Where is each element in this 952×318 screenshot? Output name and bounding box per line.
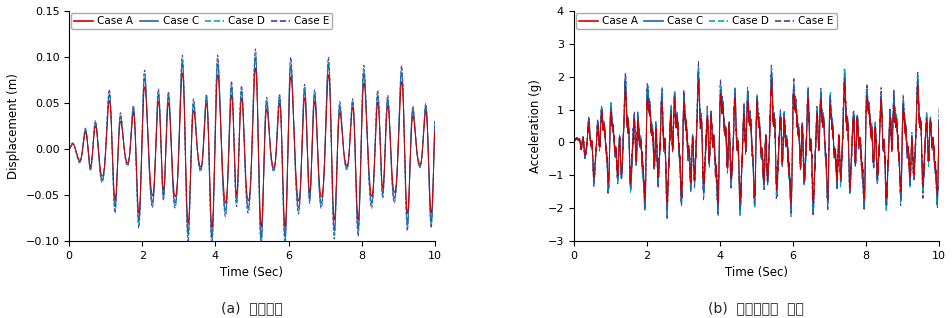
Case C (237, 104, 248, 108)
Case C (328, 224, 340, 228)
Case C (428, 124, 440, 128)
Case E (255, 245, 267, 249)
Text: (a)  변위응답: (a) 변위응답 (221, 301, 283, 315)
Case C (567, 141, 579, 144)
Case C (741, 101, 752, 105)
Case C (220, 208, 231, 212)
Case D (217, 180, 228, 184)
X-axis label: Time (Sec): Time (Sec) (724, 266, 787, 279)
Case C (721, 163, 732, 167)
Case E (692, 59, 704, 63)
Case C (255, 236, 267, 240)
Case A (567, 141, 579, 144)
Case D (255, 241, 267, 245)
Case E (724, 161, 735, 165)
Case A (428, 129, 440, 133)
Case A (922, 152, 933, 156)
Line: Case A: Case A (573, 80, 938, 204)
Case D (932, 119, 943, 123)
Case C (692, 70, 704, 73)
Line: Case D: Case D (573, 67, 938, 216)
Case E (328, 231, 340, 235)
Case A (206, 225, 217, 229)
Case E (418, 126, 429, 130)
Case E (64, 147, 75, 151)
Case C (922, 147, 933, 150)
Case A (711, 202, 723, 206)
Case A (249, 66, 261, 70)
Case E (217, 183, 228, 187)
Case D (328, 228, 340, 232)
Case C (932, 120, 943, 124)
Case E (237, 101, 248, 105)
Line: Case A: Case A (69, 68, 434, 227)
Case C (64, 147, 75, 151)
Case D (764, 65, 776, 69)
Case A (328, 215, 340, 219)
Case C (418, 129, 429, 133)
Case A (724, 147, 735, 151)
Case A (721, 160, 732, 164)
Case A (64, 147, 75, 151)
Case D (567, 141, 579, 144)
Case D (721, 162, 732, 166)
Case D (661, 214, 672, 218)
Case D (418, 128, 429, 131)
Case C (399, 182, 410, 185)
Case A (903, 170, 915, 174)
Case A (217, 173, 228, 176)
Text: (b)  가속도응답  비교: (b) 가속도응답 비교 (707, 301, 803, 315)
Case E (922, 151, 933, 155)
Case E (661, 218, 672, 221)
Case A (237, 109, 248, 113)
Case E (428, 118, 440, 122)
Case A (833, 141, 844, 145)
Case A (932, 121, 943, 124)
Case D (903, 182, 915, 186)
Case D (64, 147, 75, 151)
Y-axis label: Displacement (m): Displacement (m) (7, 73, 20, 179)
Case D (741, 92, 752, 95)
Case D (220, 211, 231, 215)
Case C (833, 140, 844, 143)
Line: Case D: Case D (69, 53, 434, 243)
Case D (249, 51, 261, 55)
Case E (721, 159, 732, 163)
Case E (220, 214, 231, 218)
Case A (765, 79, 777, 82)
Case A (399, 175, 410, 179)
Line: Case E: Case E (69, 49, 434, 247)
Case E (903, 182, 915, 185)
Case E (741, 90, 752, 93)
Case C (806, 212, 818, 216)
Case C (903, 178, 915, 182)
Case E (249, 47, 261, 51)
Case A (220, 201, 231, 205)
X-axis label: Time (Sec): Time (Sec) (220, 266, 283, 279)
Case C (217, 177, 228, 181)
Case D (237, 103, 248, 107)
Legend: Case A, Case C, Case D, Case E: Case A, Case C, Case D, Case E (71, 13, 332, 29)
Case D (922, 148, 933, 152)
Case C (724, 151, 735, 155)
Line: Case C: Case C (69, 58, 434, 238)
Y-axis label: Acceleration (g): Acceleration (g) (528, 79, 542, 173)
Line: Case E: Case E (573, 61, 938, 219)
Case A (741, 104, 752, 107)
Case A (418, 132, 429, 135)
Case E (932, 105, 943, 108)
Case E (399, 188, 410, 192)
Case C (249, 56, 261, 59)
Legend: Case A, Case C, Case D, Case E: Case A, Case C, Case D, Case E (575, 13, 836, 29)
Case D (428, 121, 440, 125)
Case D (724, 153, 735, 157)
Case E (567, 141, 579, 144)
Line: Case C: Case C (573, 72, 938, 214)
Case E (833, 145, 844, 149)
Case D (833, 144, 844, 148)
Case D (399, 185, 410, 189)
